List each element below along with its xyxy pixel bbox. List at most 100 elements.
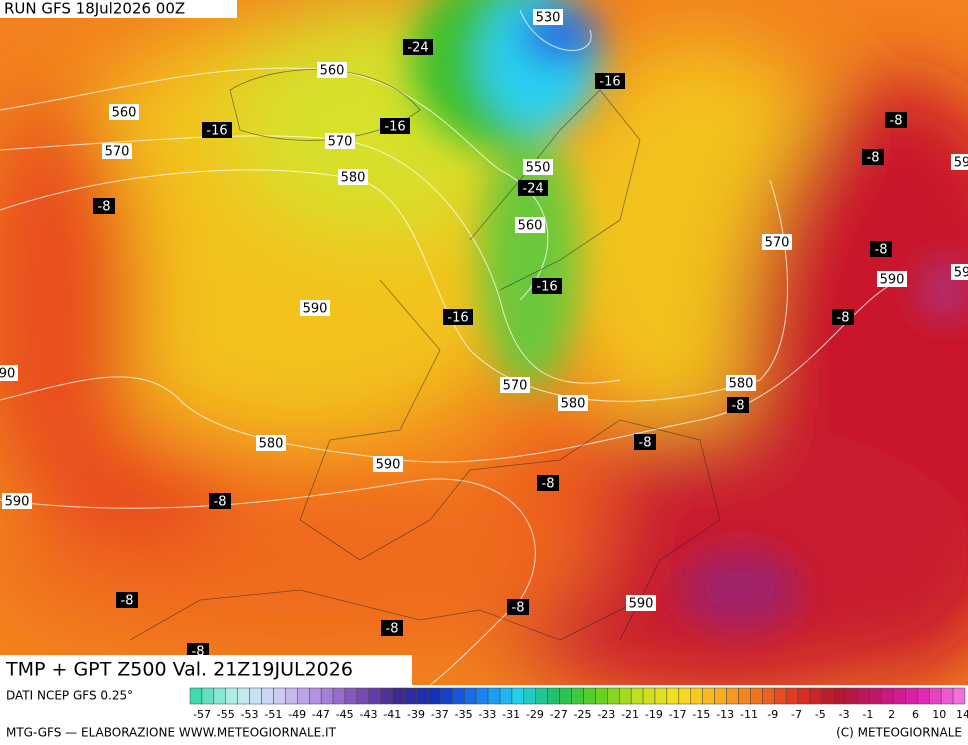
colorbar-tick-label: -11 <box>740 708 758 721</box>
color-swatch <box>714 687 727 705</box>
colorbar-tick-label: -41 <box>383 708 401 721</box>
color-swatch <box>297 687 310 705</box>
color-swatch <box>487 687 501 705</box>
colorbar-tick-label: -39 <box>407 708 425 721</box>
colorbar-ticks: -57 -55 -53 -51 -49 -47 -45 -43 -41 -39 -37 -35 -33-… <box>193 708 968 721</box>
contour-label: 590 <box>5 495 30 510</box>
label-box <box>877 271 907 287</box>
colorbar-tick-label: -5 <box>815 708 826 721</box>
color-swatch <box>213 687 227 705</box>
label-box <box>256 435 286 451</box>
colorbar-tick-label: -37 <box>431 708 449 721</box>
contour-label: -8 <box>890 114 903 129</box>
map-title: TMP + GPT Z500 Val. 21Z19JUL2026 <box>5 659 353 681</box>
data-source: DATI NCEP GFS 0.25° <box>6 689 133 703</box>
color-swatch <box>726 687 739 705</box>
label-box <box>634 434 656 450</box>
label-box <box>558 395 588 411</box>
contour-label: 59 <box>954 156 968 171</box>
contour-label: -8 <box>98 200 111 215</box>
color-swatch <box>344 687 358 705</box>
label-box <box>532 278 562 294</box>
color-swatch <box>940 687 954 705</box>
color-swatch <box>797 687 811 705</box>
label-box <box>317 62 347 78</box>
contour-label: -16 <box>536 280 557 295</box>
color-swatch <box>261 687 274 705</box>
colorbar-tick-label: -57 <box>193 708 211 721</box>
color-swatch <box>428 687 441 705</box>
contour-label: -8 <box>875 243 888 258</box>
colorbar-tick-label: -45 <box>336 708 354 721</box>
contour-label: 560 <box>112 106 137 121</box>
contour-label: -8 <box>732 399 745 414</box>
contour-label: -8 <box>386 622 399 637</box>
label-box <box>523 159 553 175</box>
color-swatch <box>642 687 656 705</box>
contour-label: 570 <box>765 236 790 251</box>
label-box <box>381 620 403 636</box>
label-box <box>862 149 884 165</box>
colorbar-tick-label: 2 <box>888 708 895 721</box>
contour-label: -8 <box>512 601 525 616</box>
colorbar-tick-label: -29 <box>526 708 544 721</box>
colorbar-tick-label: -27 <box>550 708 568 721</box>
colorbar-tick-label: -53 <box>241 708 259 721</box>
colorbar-tick-label: -15 <box>692 708 710 721</box>
colorbar-tick-label: -31 <box>502 708 520 721</box>
colorbar-tick-label: 6 <box>912 708 919 721</box>
label-box <box>518 180 548 196</box>
color-swatch <box>821 687 835 705</box>
label-box <box>93 198 115 214</box>
label-box <box>727 397 749 413</box>
contour-label: 530 <box>536 11 561 26</box>
color-swatch <box>571 687 584 705</box>
color-swatch <box>332 687 346 705</box>
label-box <box>951 264 968 280</box>
colorbar <box>189 687 966 705</box>
label-box <box>832 309 854 325</box>
footer-right: (C) METEOGIORNALE <box>836 726 962 740</box>
color-swatch <box>785 687 799 705</box>
color-swatch <box>225 687 238 705</box>
contour-label: 59 <box>954 266 968 281</box>
color-swatch <box>440 687 453 705</box>
color-swatch <box>809 687 823 705</box>
label-box <box>726 375 756 391</box>
label-box <box>951 154 968 170</box>
colorbar-tick-label: -17 <box>669 708 687 721</box>
contour-label: 570 <box>328 135 353 150</box>
contour-label: -24 <box>522 182 543 197</box>
color-swatch <box>630 687 644 705</box>
label-box <box>102 143 132 159</box>
color-swatch <box>237 687 250 705</box>
label-box <box>373 456 403 472</box>
color-swatch <box>535 687 548 705</box>
label-box <box>209 493 231 509</box>
contour-label: 580 <box>259 437 284 452</box>
contour-label: -16 <box>447 311 468 326</box>
label-box <box>500 377 530 393</box>
contour-label: 570 <box>503 379 528 394</box>
temperature-field <box>0 0 968 685</box>
label-box <box>380 118 410 134</box>
color-swatch <box>905 687 918 705</box>
contour-label: -8 <box>867 151 880 166</box>
colorbar-tick-label: -25 <box>574 708 592 721</box>
label-box <box>885 112 907 128</box>
contour-label: -8 <box>121 594 134 609</box>
color-swatch <box>917 687 930 705</box>
contour-label: 580 <box>729 377 754 392</box>
contour-labels: 530 -24 560 -16 560 -16 -16 -8 570 570 -8 550 580 -24… <box>0 9 968 660</box>
contour-label: 580 <box>561 397 586 412</box>
color-swatch <box>607 687 620 705</box>
contour-label: -16 <box>206 124 227 139</box>
color-swatch <box>881 687 894 705</box>
colorbar-tick-label: -43 <box>359 708 377 721</box>
label-box <box>870 241 892 257</box>
color-swatch <box>499 687 513 705</box>
contour-label: -8 <box>639 436 652 451</box>
color-swatch <box>463 687 477 705</box>
label-box <box>0 365 18 381</box>
